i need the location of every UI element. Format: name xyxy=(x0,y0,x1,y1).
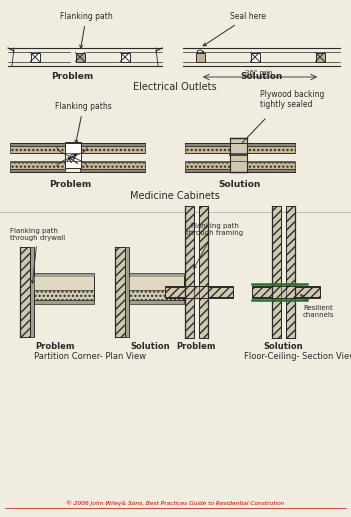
Text: Flanking paths: Flanking paths xyxy=(55,102,112,143)
Bar xyxy=(251,53,259,62)
Bar xyxy=(185,206,194,286)
Bar xyxy=(125,247,129,337)
Bar xyxy=(286,206,295,286)
Bar xyxy=(199,206,208,286)
Bar xyxy=(185,169,230,172)
Bar xyxy=(185,146,230,153)
Text: Solution: Solution xyxy=(219,180,261,189)
Bar xyxy=(129,277,184,290)
Text: 36" min.: 36" min. xyxy=(245,70,275,76)
Text: Solution: Solution xyxy=(241,72,283,81)
Bar xyxy=(115,247,125,337)
Bar xyxy=(247,162,295,169)
Bar xyxy=(252,286,320,298)
Bar xyxy=(34,277,94,290)
Text: Solution: Solution xyxy=(263,342,303,351)
Bar xyxy=(80,169,145,172)
Bar xyxy=(34,273,94,277)
Bar xyxy=(247,169,295,172)
Text: Problem: Problem xyxy=(176,342,216,351)
Bar xyxy=(20,247,30,337)
Text: Medicine Cabinets: Medicine Cabinets xyxy=(130,191,220,201)
Bar xyxy=(199,258,208,338)
Bar xyxy=(31,53,40,62)
Bar xyxy=(286,258,295,338)
Text: Flanking path: Flanking path xyxy=(60,12,113,48)
Bar xyxy=(34,277,94,287)
Bar xyxy=(247,146,295,153)
Bar xyxy=(65,142,81,168)
Bar xyxy=(10,162,65,169)
Text: Resilient
channels: Resilient channels xyxy=(301,295,335,318)
Bar xyxy=(230,138,247,172)
Bar xyxy=(165,286,233,298)
Bar xyxy=(10,169,65,172)
Text: Problem: Problem xyxy=(49,180,91,189)
Text: Problem: Problem xyxy=(51,72,93,81)
Bar xyxy=(272,258,281,338)
Text: Partition Corner- Plan View: Partition Corner- Plan View xyxy=(34,352,146,361)
Text: Electrical Outlets: Electrical Outlets xyxy=(133,82,217,92)
Text: Seal here: Seal here xyxy=(203,12,266,46)
Bar xyxy=(272,206,281,286)
Bar xyxy=(10,143,65,146)
Bar xyxy=(247,143,295,146)
Bar xyxy=(185,143,230,146)
Bar xyxy=(75,53,85,62)
Bar xyxy=(316,53,325,62)
Bar xyxy=(34,300,94,304)
Bar xyxy=(80,143,145,146)
Text: Flanking path
through drywall: Flanking path through drywall xyxy=(10,228,65,283)
Bar xyxy=(80,146,145,153)
Text: Floor-Ceiling- Section View: Floor-Ceiling- Section View xyxy=(244,352,351,361)
Text: Solution: Solution xyxy=(130,342,170,351)
Text: Plywood backing
tightly sealed: Plywood backing tightly sealed xyxy=(260,89,324,109)
Text: Flanking path
through framing: Flanking path through framing xyxy=(186,223,244,269)
Bar xyxy=(185,258,194,338)
Bar xyxy=(34,290,94,300)
Bar xyxy=(30,247,34,337)
Bar xyxy=(10,146,65,153)
Text: Problem: Problem xyxy=(35,342,75,351)
Bar xyxy=(129,290,184,300)
Bar xyxy=(185,162,230,169)
Bar xyxy=(129,273,184,277)
Bar xyxy=(196,53,205,62)
Bar xyxy=(120,53,130,62)
Bar xyxy=(129,300,184,304)
Bar xyxy=(129,277,184,287)
Bar xyxy=(80,162,145,169)
Text: © 2006 John Wiley& Sons, Best Practices Guide to Residential Constrution: © 2006 John Wiley& Sons, Best Practices … xyxy=(66,500,284,506)
